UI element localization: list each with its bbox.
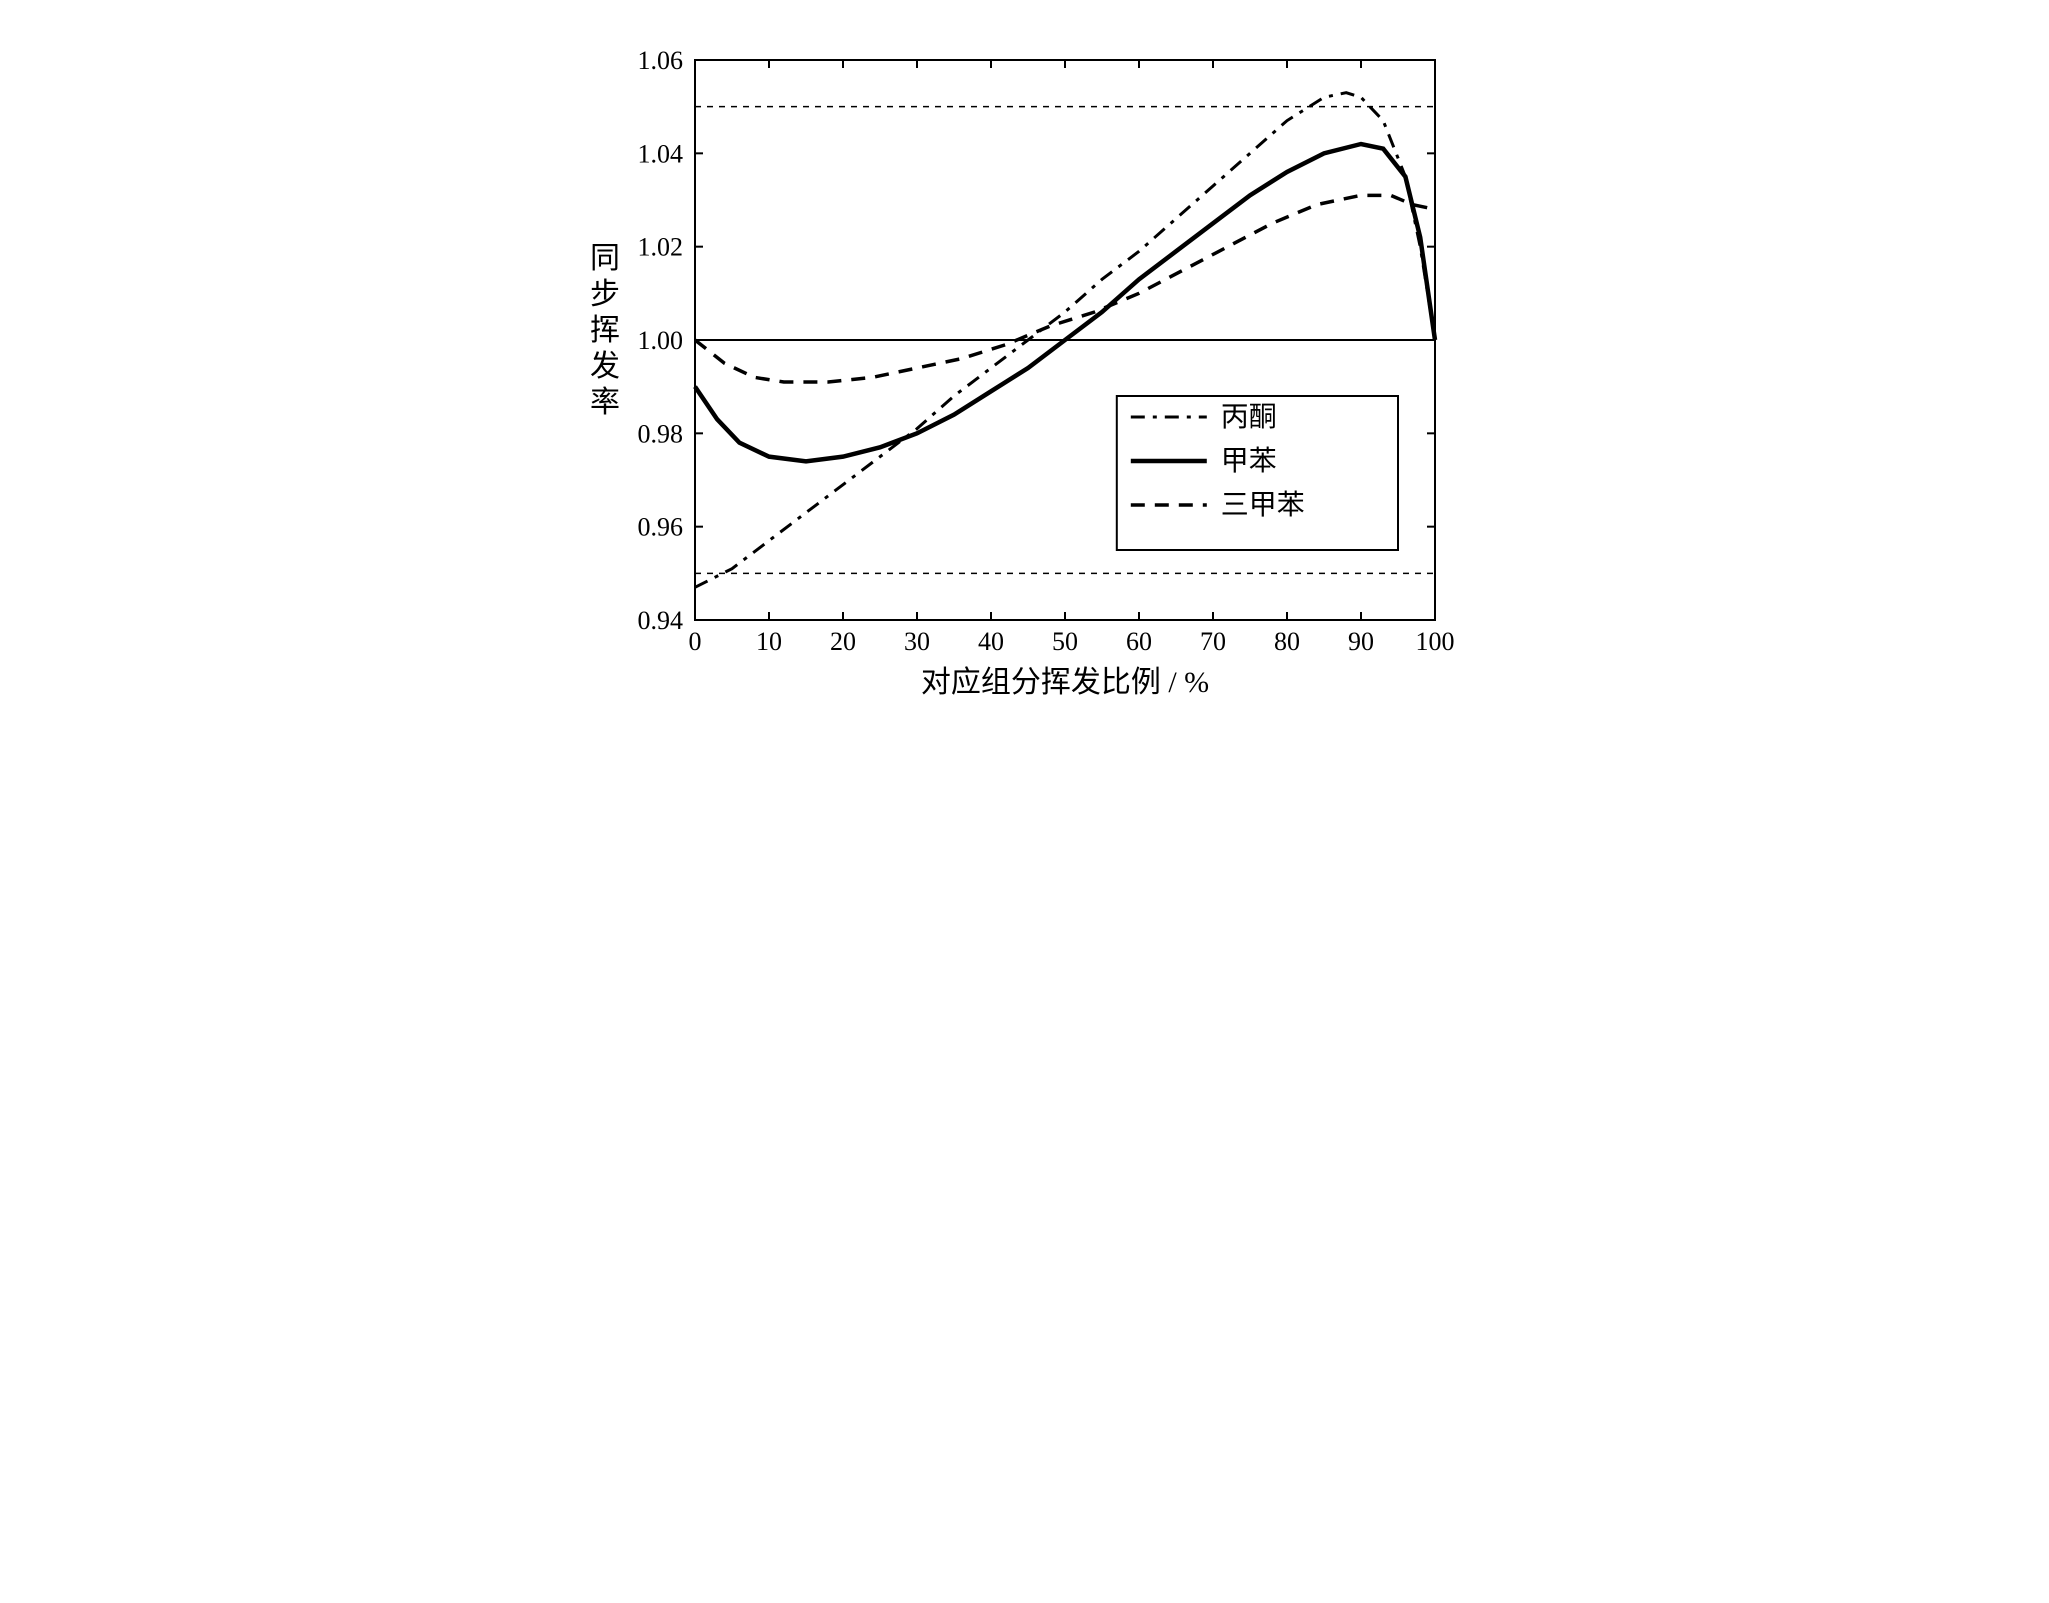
y-tick-label: 0.94	[637, 606, 683, 635]
x-tick-label: 60	[1126, 627, 1152, 656]
legend-label-toluene: 甲苯	[1220, 445, 1276, 477]
y-axis-label-char: 率	[590, 386, 620, 419]
x-tick-label: 80	[1274, 627, 1300, 656]
series-trimethylbenzene	[695, 195, 1435, 382]
x-tick-label: 90	[1348, 627, 1374, 656]
chart-svg: 0 10 20 30 40 50 60 70 80 90 100 0.94 0.96 0.98 1.00 1.…	[575, 40, 1475, 740]
x-tick-label: 0	[688, 627, 701, 656]
y-tick-label: 0.96	[637, 513, 683, 542]
y-axis-label-char: 发	[590, 350, 620, 383]
x-tick-label: 50	[1052, 627, 1078, 656]
y-tick-label: 1.00	[637, 326, 683, 355]
x-axis-label: 对应组分挥发比例 / %	[920, 666, 1208, 699]
y-tick-label: 1.06	[637, 46, 683, 75]
legend-label-acetone: 丙酮	[1220, 402, 1276, 433]
x-tick-label: 20	[830, 627, 856, 656]
y-axis-label-char: 挥	[590, 314, 620, 347]
y-tick-label: 1.02	[637, 233, 683, 262]
y-tick-label: 0.98	[637, 419, 683, 448]
x-tick-label: 30	[904, 627, 930, 656]
x-tick-label: 100	[1415, 627, 1454, 656]
x-tick-label: 70	[1200, 627, 1226, 656]
y-tick-label: 1.04	[637, 139, 683, 168]
x-tick-label: 10	[756, 627, 782, 656]
y-axis-label-char: 步	[590, 278, 620, 311]
series-toluene	[695, 144, 1435, 461]
y-axis-label-char: 同	[590, 242, 620, 275]
x-tick-label: 40	[978, 627, 1004, 656]
legend-label-trimethylbenzene: 三甲苯	[1220, 489, 1304, 521]
chart-container: 0 10 20 30 40 50 60 70 80 90 100 0.94 0.96 0.98 1.00 1.…	[575, 40, 1475, 740]
